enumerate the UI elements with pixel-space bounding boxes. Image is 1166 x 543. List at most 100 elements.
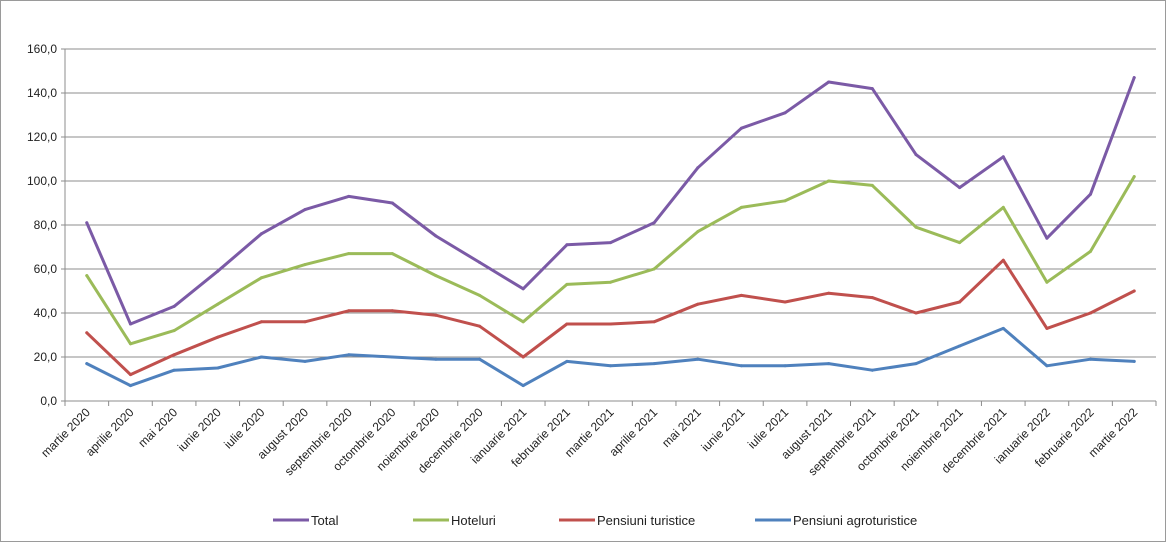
data-point — [1001, 155, 1005, 159]
data-point — [216, 366, 220, 370]
y-tick-label: 140,0 — [27, 86, 57, 100]
data-point — [172, 353, 176, 357]
legend-item: Hoteluri — [413, 513, 496, 528]
data-point — [652, 362, 656, 366]
data-point — [478, 324, 482, 328]
data-point — [870, 87, 874, 91]
data-point — [129, 322, 132, 326]
legend: Total Hoteluri Pensiuni turistice Pensiuni … — [273, 513, 917, 528]
data-point — [696, 302, 700, 306]
data-point — [303, 320, 307, 324]
data-point — [390, 252, 394, 256]
x-tick-label: mai 2020 — [135, 405, 180, 450]
data-point — [565, 243, 569, 247]
data-point — [390, 309, 394, 313]
data-point — [434, 234, 438, 238]
data-point — [347, 194, 351, 198]
data-point — [172, 304, 176, 308]
data-point — [1045, 326, 1049, 330]
x-tick-label: mai 2021 — [659, 405, 704, 450]
y-axis: 0,0 20,0 40,0 60,0 80,0 100,0 120,0 140,0 160,0 — [27, 42, 66, 408]
data-point — [609, 280, 612, 284]
data-point — [1089, 357, 1092, 361]
data-point — [696, 166, 700, 170]
data-point — [958, 241, 962, 245]
data-point — [1089, 249, 1092, 253]
data-point — [129, 384, 132, 388]
data-point — [303, 208, 307, 212]
data-point — [958, 300, 962, 304]
data-point — [783, 364, 787, 368]
y-tick-label: 60,0 — [34, 262, 58, 276]
data-point — [521, 320, 525, 324]
data-point — [1132, 359, 1136, 363]
data-point — [739, 293, 743, 297]
data-point — [565, 322, 569, 326]
y-tick-label: 80,0 — [34, 218, 58, 232]
y-tick-label: 40,0 — [34, 306, 58, 320]
data-point — [434, 357, 438, 361]
x-tick-label: iunie 2020 — [175, 405, 224, 454]
legend-item: Total — [273, 513, 339, 528]
data-point — [347, 309, 351, 313]
data-point — [958, 344, 962, 348]
y-tick-label: 0,0 — [40, 394, 57, 408]
data-point — [783, 199, 787, 203]
data-point — [216, 302, 220, 306]
data-point — [652, 267, 656, 271]
data-point — [696, 230, 700, 234]
x-tick-label: iunie 2021 — [698, 405, 747, 454]
data-point — [521, 384, 525, 388]
data-point — [390, 201, 394, 205]
data-point — [914, 153, 918, 157]
data-point — [1045, 280, 1049, 284]
data-point — [609, 364, 612, 368]
data-point — [1001, 205, 1005, 209]
data-point — [1045, 364, 1049, 368]
data-point — [565, 282, 569, 286]
data-point — [172, 329, 176, 333]
data-point — [521, 287, 525, 291]
data-point — [739, 205, 743, 209]
data-point — [521, 355, 525, 359]
legend-label: Pensiuni agroturistice — [793, 513, 917, 528]
data-point — [129, 342, 132, 346]
data-point — [259, 232, 263, 236]
data-point — [85, 331, 89, 335]
data-point — [85, 274, 89, 278]
data-point — [303, 359, 307, 363]
data-point — [739, 126, 743, 130]
data-point — [259, 276, 263, 280]
data-point — [259, 320, 263, 324]
data-point — [478, 260, 482, 264]
data-point — [565, 359, 569, 363]
data-point — [129, 373, 132, 377]
y-tick-label: 160,0 — [27, 42, 57, 56]
data-point — [870, 183, 874, 187]
data-point — [870, 368, 874, 372]
legend-label: Total — [311, 513, 339, 528]
data-point — [958, 186, 962, 190]
series-lines — [85, 76, 1136, 388]
data-point — [1132, 175, 1136, 179]
data-point — [652, 221, 656, 225]
data-point — [914, 362, 918, 366]
data-point — [216, 269, 220, 273]
data-point — [827, 80, 831, 84]
data-point — [827, 362, 831, 366]
data-point — [1089, 311, 1092, 315]
data-point — [914, 225, 918, 229]
data-point — [478, 357, 482, 361]
gridlines — [65, 48, 1156, 358]
data-point — [1132, 289, 1136, 293]
data-point — [478, 293, 482, 297]
data-point — [1001, 258, 1005, 262]
data-point — [783, 300, 787, 304]
data-point — [1089, 192, 1092, 196]
data-point — [303, 263, 307, 267]
data-point — [827, 291, 831, 295]
data-point — [434, 313, 438, 317]
legend-label: Pensiuni turistice — [597, 513, 695, 528]
